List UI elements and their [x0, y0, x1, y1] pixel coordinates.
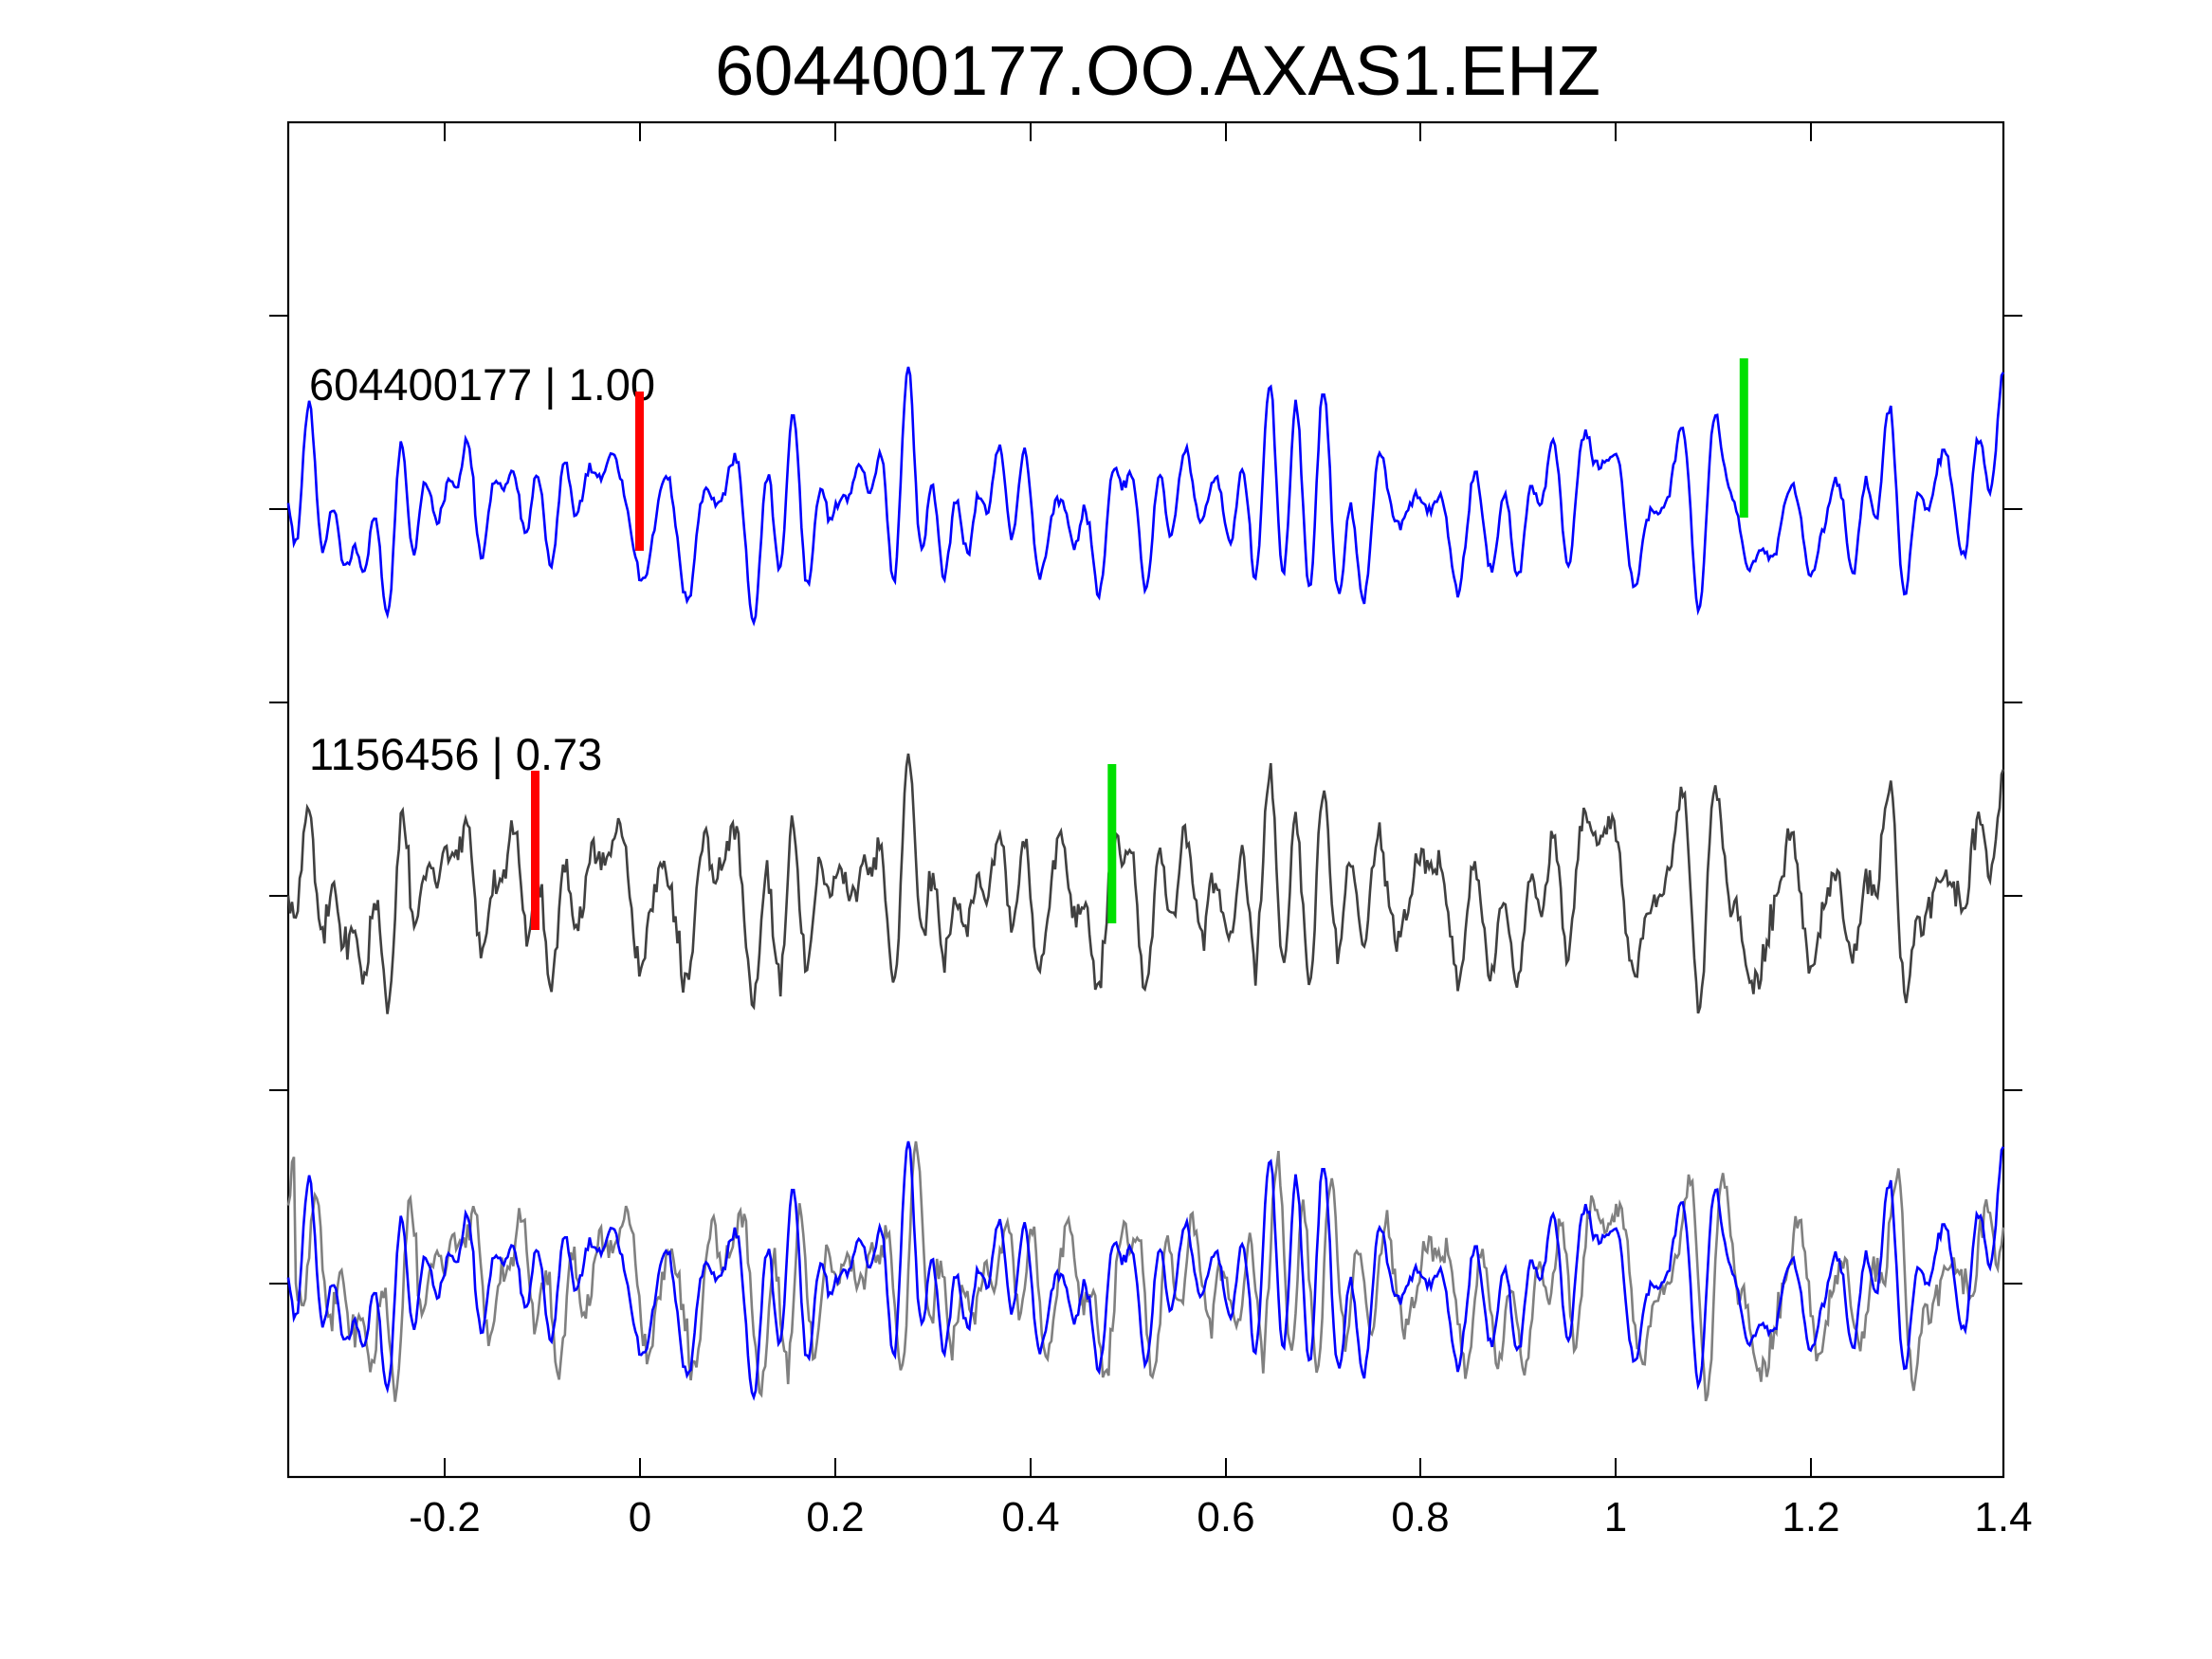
svg-text:0: 0: [629, 1494, 651, 1540]
svg-text:604400177 | 1.00: 604400177 | 1.00: [309, 359, 655, 410]
svg-text:604400177.OO.AXAS1.EHZ: 604400177.OO.AXAS1.EHZ: [715, 31, 1600, 110]
svg-text:-0.2: -0.2: [409, 1494, 481, 1540]
svg-text:0.8: 0.8: [1391, 1494, 1449, 1540]
svg-text:0.4: 0.4: [1001, 1494, 1059, 1540]
svg-text:1.2: 1.2: [1782, 1494, 1839, 1540]
svg-text:0.2: 0.2: [806, 1494, 864, 1540]
svg-text:1156456 | 0.73: 1156456 | 0.73: [309, 729, 602, 779]
svg-text:0.6: 0.6: [1197, 1494, 1254, 1540]
svg-text:1: 1: [1604, 1494, 1627, 1540]
svg-text:1.4: 1.4: [1974, 1494, 2032, 1540]
